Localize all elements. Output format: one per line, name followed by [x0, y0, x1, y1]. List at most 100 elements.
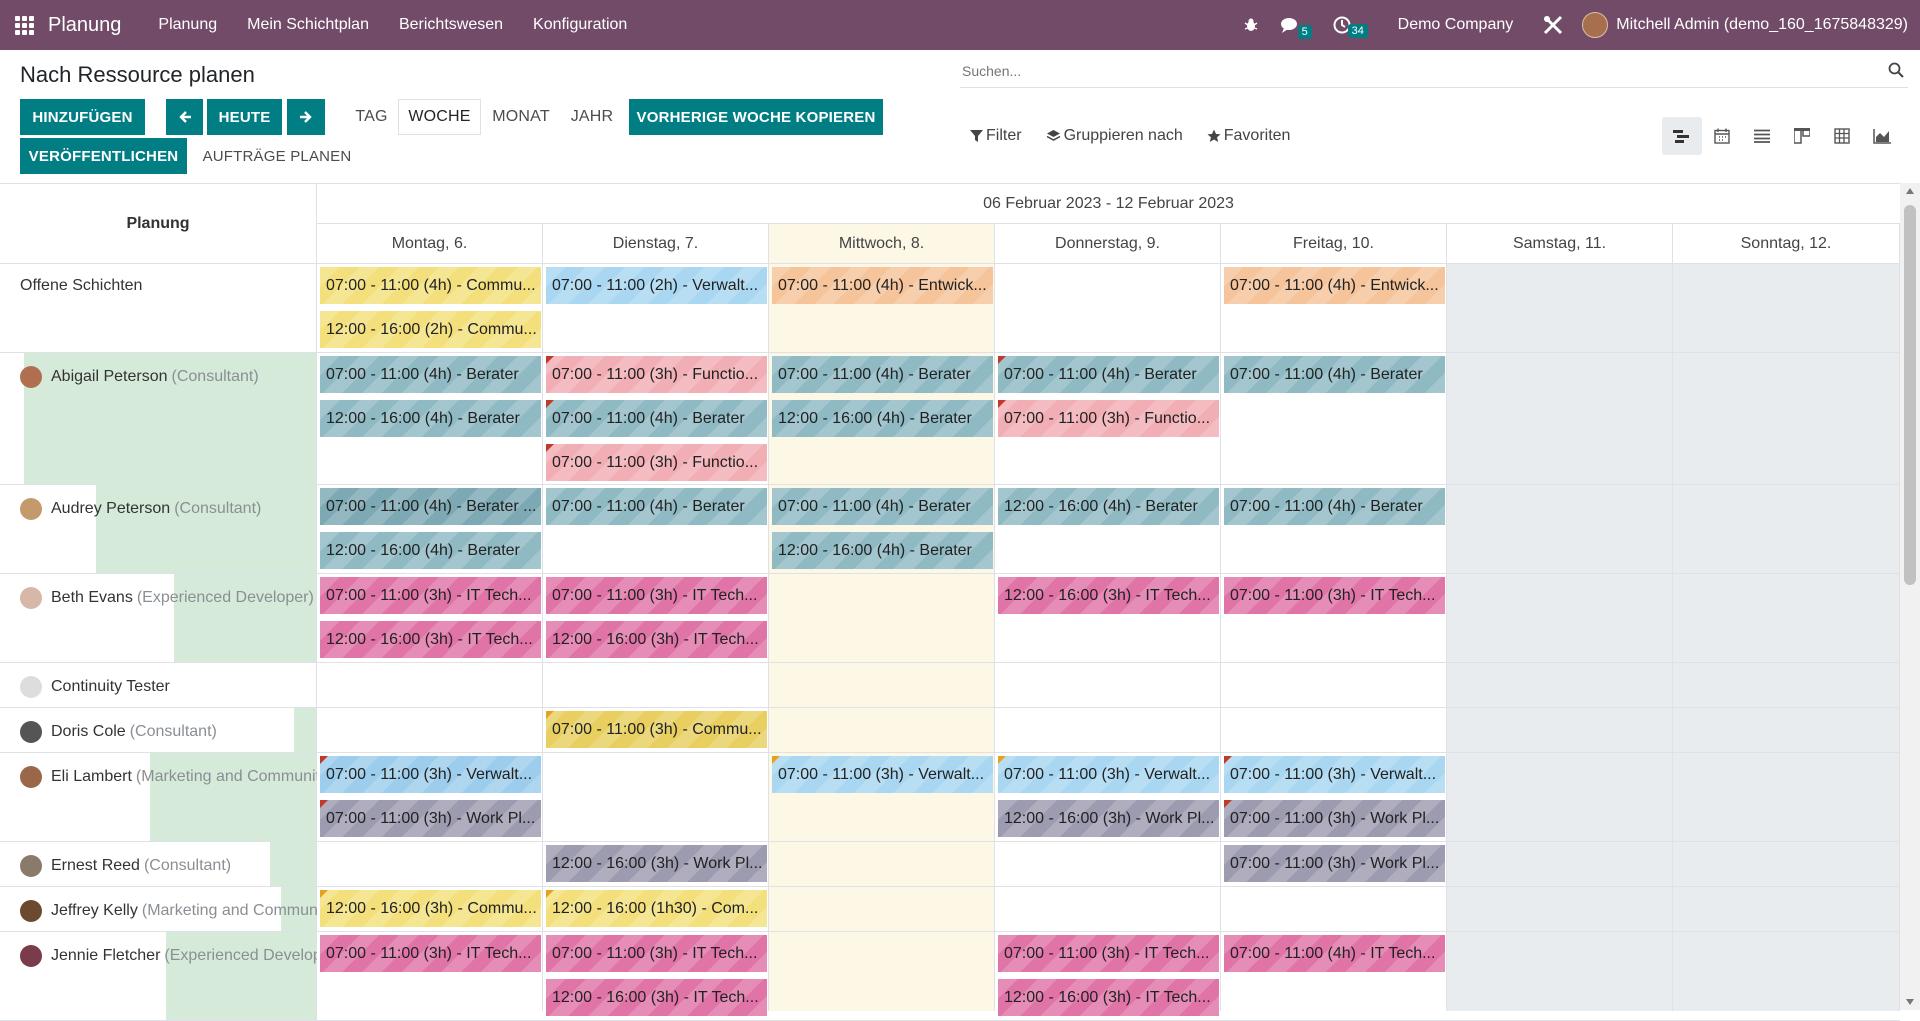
- gantt-row-label[interactable]: Audrey Peterson (Consultant): [0, 485, 317, 574]
- shift-pill[interactable]: 12:00 - 16:00 (4h) - Berater: [772, 400, 993, 437]
- gantt-row-label[interactable]: Continuity Tester: [0, 663, 317, 708]
- add-button[interactable]: HINZUFÜGEN: [20, 99, 145, 135]
- shift-pill[interactable]: 07:00 - 11:00 (3h) - Commu...: [546, 711, 767, 748]
- day-column[interactable]: [1447, 264, 1673, 1011]
- view-pivot-icon[interactable]: [1822, 117, 1862, 155]
- shift-pill[interactable]: 07:00 - 11:00 (3h) - Functio...: [546, 444, 767, 481]
- shift-pill[interactable]: 07:00 - 11:00 (3h) - Work Pl...: [1224, 845, 1445, 882]
- gantt-row-label[interactable]: Jennie Fletcher(Experienced Developer): [0, 932, 317, 1021]
- copy-previous-week-button[interactable]: VORHERIGE WOCHE KOPIEREN: [629, 99, 883, 135]
- shift-pill[interactable]: 07:00 - 11:00 (4h) - Entwick...: [1224, 267, 1445, 304]
- search-input[interactable]: [960, 56, 1860, 86]
- group-by-toggle[interactable]: Gruppieren nach: [1046, 127, 1183, 145]
- shift-pill[interactable]: 12:00 - 16:00 (4h) - Berater: [998, 488, 1219, 525]
- settings-tools-icon[interactable]: [1531, 14, 1582, 36]
- day-column[interactable]: [543, 264, 769, 1011]
- shift-pill[interactable]: 07:00 - 11:00 (3h) - Verwalt...: [998, 756, 1219, 793]
- next-button[interactable]: [287, 99, 325, 135]
- user-menu[interactable]: Mitchell Admin (demo_160_1675848329): [1582, 12, 1920, 38]
- shift-pill[interactable]: 12:00 - 16:00 (3h) - IT Tech...: [546, 621, 767, 658]
- view-kanban-icon[interactable]: [1782, 117, 1822, 155]
- search-icon[interactable]: [1888, 62, 1904, 78]
- app-brand[interactable]: Planung: [48, 13, 122, 36]
- scrollbar-thumb[interactable]: [1904, 205, 1916, 585]
- menu-configuration[interactable]: Konfiguration: [533, 16, 628, 33]
- shift-pill[interactable]: 07:00 - 11:00 (4h) - IT Tech...: [1224, 935, 1445, 972]
- scroll-down-icon[interactable]: [1906, 999, 1914, 1005]
- shift-pill[interactable]: 12:00 - 16:00 (2h) - Commu...: [320, 311, 541, 348]
- shift-pill[interactable]: 12:00 - 16:00 (3h) - Work Pl...: [998, 800, 1219, 837]
- menu-planung[interactable]: Planung: [158, 16, 218, 33]
- shift-pill[interactable]: 07:00 - 11:00 (3h) - IT Tech...: [1224, 577, 1445, 614]
- shift-pill[interactable]: 07:00 - 11:00 (3h) - IT Tech...: [320, 577, 541, 614]
- shift-pill[interactable]: 07:00 - 11:00 (3h) - IT Tech...: [998, 935, 1219, 972]
- today-button[interactable]: HEUTE: [207, 99, 282, 135]
- day-column[interactable]: [1221, 264, 1447, 1011]
- gantt-row-label[interactable]: Abigail Peterson (Consultant): [0, 353, 317, 485]
- shift-pill[interactable]: 07:00 - 11:00 (3h) - Verwalt...: [320, 756, 541, 793]
- messages-icon[interactable]: 5: [1270, 17, 1312, 39]
- shift-pill[interactable]: 07:00 - 11:00 (4h) - Berater: [320, 356, 541, 393]
- shift-pill[interactable]: 07:00 - 11:00 (3h) - Verwalt...: [1224, 756, 1445, 793]
- filter-toggle[interactable]: Filter: [970, 127, 1022, 145]
- shift-pill[interactable]: 07:00 - 11:00 (4h) - Entwick...: [772, 267, 993, 304]
- previous-button[interactable]: [166, 99, 203, 135]
- gantt-row-label[interactable]: Ernest Reed (Consultant): [0, 842, 317, 887]
- gantt-row-label[interactable]: Jeffrey Kelly(Marketing and Community Ma…: [0, 887, 317, 932]
- shift-pill[interactable]: 07:00 - 11:00 (3h) - Functio...: [546, 356, 767, 393]
- shift-pill[interactable]: 07:00 - 11:00 (3h) - Work Pl...: [1224, 800, 1445, 837]
- gantt-row-label[interactable]: Beth Evans (Experienced Developer): [0, 574, 317, 663]
- plan-orders-button[interactable]: AUFTRÄGE PLANEN: [202, 147, 352, 165]
- shift-pill[interactable]: 12:00 - 16:00 (3h) - IT Tech...: [546, 979, 767, 1016]
- scroll-up-icon[interactable]: [1906, 188, 1914, 194]
- gantt-row-label[interactable]: Doris Cole (Consultant): [0, 708, 317, 753]
- shift-pill[interactable]: 12:00 - 16:00 (4h) - Berater: [320, 400, 541, 437]
- shift-pill[interactable]: 07:00 - 11:00 (4h) - Berater: [546, 400, 767, 437]
- day-column[interactable]: [1673, 264, 1900, 1011]
- scale-month[interactable]: MONAT: [492, 108, 550, 125]
- scale-year[interactable]: JAHR: [570, 108, 614, 125]
- shift-pill[interactable]: 07:00 - 11:00 (3h) - IT Tech...: [320, 935, 541, 972]
- menu-reporting[interactable]: Berichtswesen: [398, 16, 504, 33]
- shift-pill[interactable]: 07:00 - 11:00 (2h) - Verwalt...: [546, 267, 767, 304]
- view-calendar-icon[interactable]: [1702, 117, 1742, 155]
- shift-pill[interactable]: 12:00 - 16:00 (3h) - Work Pl...: [546, 845, 767, 882]
- shift-pill[interactable]: 12:00 - 16:00 (3h) - Commu...: [320, 890, 541, 927]
- view-list-icon[interactable]: [1742, 117, 1782, 155]
- shift-pill[interactable]: 07:00 - 11:00 (4h) - Commu...: [320, 267, 541, 304]
- scale-day[interactable]: TAG: [355, 108, 388, 125]
- shift-pill[interactable]: 07:00 - 11:00 (4h) - Berater: [1224, 356, 1445, 393]
- shift-pill[interactable]: 07:00 - 11:00 (3h) - IT Tech...: [546, 935, 767, 972]
- shift-pill[interactable]: 07:00 - 11:00 (3h) - IT Tech...: [546, 577, 767, 614]
- scale-week[interactable]: WOCHE: [398, 99, 481, 135]
- shift-pill[interactable]: 12:00 - 16:00 (4h) - Berater: [320, 532, 541, 569]
- publish-button[interactable]: VERÖFFENTLICHEN: [20, 138, 187, 174]
- gantt-row-label[interactable]: Eli Lambert(Marketing and Community Mana…: [0, 753, 317, 842]
- shift-pill[interactable]: 07:00 - 11:00 (4h) - Berater ...: [320, 488, 541, 525]
- activities-clock-icon[interactable]: 34: [1322, 16, 1368, 38]
- view-gantt-icon[interactable]: [1662, 117, 1702, 155]
- shift-pill[interactable]: 12:00 - 16:00 (1h30) - Com...: [546, 890, 767, 927]
- view-graph-icon[interactable]: [1862, 117, 1902, 155]
- shift-pill[interactable]: 12:00 - 16:00 (3h) - IT Tech...: [320, 621, 541, 658]
- shift-pill[interactable]: 07:00 - 11:00 (3h) - Functio...: [998, 400, 1219, 437]
- gantt-row-label[interactable]: Offene Schichten: [0, 264, 317, 353]
- shift-pill[interactable]: 07:00 - 11:00 (4h) - Berater: [546, 488, 767, 525]
- company-switcher[interactable]: Demo Company: [1397, 16, 1514, 33]
- shift-pill[interactable]: 07:00 - 11:00 (4h) - Berater: [998, 356, 1219, 393]
- shift-pill[interactable]: 12:00 - 16:00 (3h) - IT Tech...: [998, 577, 1219, 614]
- favorites-toggle[interactable]: Favoriten: [1207, 127, 1290, 145]
- day-column[interactable]: [317, 264, 543, 1011]
- shift-pill[interactable]: 07:00 - 11:00 (4h) - Berater: [1224, 488, 1445, 525]
- shift-pill[interactable]: 07:00 - 11:00 (4h) - Berater: [772, 488, 993, 525]
- shift-pill[interactable]: 12:00 - 16:00 (3h) - IT Tech...: [998, 979, 1219, 1016]
- apps-menu-icon[interactable]: [0, 0, 48, 50]
- shift-pill[interactable]: 12:00 - 16:00 (4h) - Berater: [772, 532, 993, 569]
- bug-icon[interactable]: [1232, 17, 1270, 33]
- menu-my-schedule[interactable]: Mein Schichtplan: [247, 16, 369, 33]
- day-column[interactable]: [995, 264, 1221, 1011]
- shift-pill[interactable]: 07:00 - 11:00 (3h) - Verwalt...: [772, 756, 993, 793]
- vertical-scrollbar[interactable]: [1900, 183, 1920, 1010]
- shift-pill[interactable]: 07:00 - 11:00 (4h) - Berater: [772, 356, 993, 393]
- shift-pill[interactable]: 07:00 - 11:00 (3h) - Work Pl...: [320, 800, 541, 837]
